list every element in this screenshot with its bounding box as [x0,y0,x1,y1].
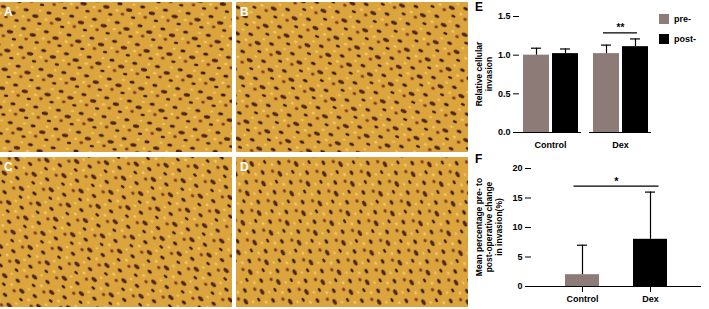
html-text:pre-: pre- [674,14,691,24]
svg-text:F: F [475,152,482,166]
svg-text:E: E [475,0,483,14]
svg-text:Dex: Dex [612,140,629,150]
svg-text:A: A [4,5,13,19]
svg-text:in invasion(%): in invasion(%) [494,198,504,256]
svg-text:C: C [4,160,13,174]
svg-text:15: 15 [512,193,522,203]
svg-text:**: ** [617,22,625,33]
svg-text:Mean percentage pre- to: Mean percentage pre- to [474,178,484,276]
svg-text:invasion: invasion [484,57,494,91]
svg-text:0.0: 0.0 [498,127,511,137]
svg-text:Control: Control [535,140,567,150]
svg-text:1.0: 1.0 [498,50,511,60]
svg-text:Dex: Dex [642,294,659,304]
svg-text:B: B [240,5,249,19]
svg-text:D: D [240,160,249,174]
svg-text:Control: Control [567,294,599,304]
svg-text:5: 5 [517,252,522,262]
html-text:post-: post- [674,34,696,44]
svg-text:0.5: 0.5 [498,89,511,99]
svg-text:20: 20 [512,163,522,173]
svg-text:Relative cellular: Relative cellular [474,41,484,106]
svg-text:*: * [614,175,619,187]
svg-text:10: 10 [512,222,522,232]
svg-text:0: 0 [517,281,522,291]
svg-text:1.5: 1.5 [498,11,511,21]
svg-text:post-operative change: post-operative change [484,181,494,272]
